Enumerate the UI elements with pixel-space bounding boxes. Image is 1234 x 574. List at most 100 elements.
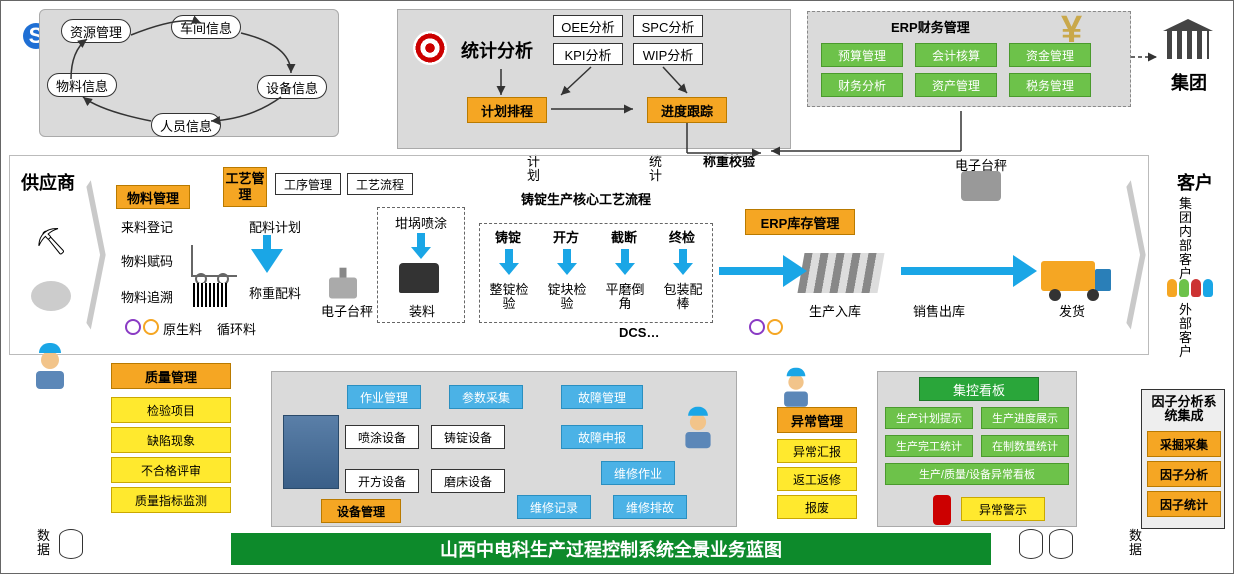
process-mgr: 工艺管理 [223,167,267,207]
factor-title: 因子分析系统集成 [1147,395,1221,423]
raw: 原生料 [163,319,202,338]
fa-0: 采掘采集 [1147,431,1221,457]
plan: 计划排程 [467,97,547,123]
fa-1: 因子分析 [1147,461,1221,487]
material-mgr: 物料管理 [116,185,190,209]
wip: WIP分析 [633,43,703,65]
truck-icon [1041,261,1095,291]
quality-items: 检验项目 缺陷现象 不合格评审 质量指标监测 [111,397,231,513]
customer-sub1: 集团内部客户 [1179,197,1193,281]
csr-3: 包装配棒 [663,283,703,311]
cart-icon [191,245,237,277]
db-4: 生产/质量/设备异常看板 [885,463,1069,485]
weigh-mix: 称重配料 [249,283,301,302]
dot-purple [125,319,141,335]
eq-repair: 维修作业 [601,461,675,485]
oee: OEE分析 [553,15,623,37]
eq-grind: 磨床设备 [431,469,505,493]
worker-icon [33,341,67,381]
cyl-l [59,529,83,559]
db-3: 在制数量统计 [981,435,1069,457]
eq-open: 开方设备 [345,469,419,493]
ba1 [499,249,519,275]
barcode-icon [193,283,227,307]
erp-inv: ERP库存管理 [745,209,855,235]
dot-orange [143,319,159,335]
group-label: 集团 [1171,69,1207,95]
fa-2: 因子统计 [1147,491,1221,517]
dcs: DCS… [619,325,659,340]
arrow-crucible [411,233,431,259]
ship: 发货 [1059,301,1085,320]
db-1: 生产进度展示 [981,407,1069,429]
fire-icon [933,495,951,525]
eq-spray: 喷涂设备 [345,425,419,449]
dot-orange2 [767,319,783,335]
node-equip-info: 设备信息 [257,75,327,99]
ab-1: 返工返修 [777,467,857,491]
recycle: 循环料 [217,319,256,338]
fin-1: 会计核算 [915,43,997,67]
dashboard-title: 集控看板 [919,377,1039,401]
mat-1: 物料赋码 [121,251,173,270]
mat-0: 来料登记 [121,217,173,236]
ba2 [557,249,577,275]
cs-1: 开方 [553,227,579,246]
eq-r1-0: 作业管理 [347,385,421,409]
cyl-r2 [1049,529,1073,559]
machine-icon [283,415,339,489]
pick-icon: ⛏ [31,231,71,251]
quality-mgr: 质量管理 [111,363,231,389]
fin-3: 财务分析 [821,73,903,97]
eq-r1-2: 故障管理 [561,385,643,409]
mat-2: 物料追溯 [121,287,173,306]
ore-icon [31,281,71,311]
stats-title: 统计分析 [461,37,533,63]
eq-trouble: 维修排故 [613,495,687,519]
people-icon [1167,279,1213,297]
bank-icon [1163,19,1213,59]
worker-icon-3 [782,366,811,400]
wheel1 [1049,289,1061,301]
db-2: 生产完工统计 [885,435,973,457]
kpi: KPI分析 [553,43,623,65]
sale-out: 销售出库 [913,301,965,320]
escale-icon1 [329,278,357,299]
escale1: 电子台秤 [321,301,373,320]
db-0: 生产计划提示 [885,407,973,429]
abnormal-mgr: 异常管理 [777,407,857,433]
spc: SPC分析 [633,15,703,37]
data-r: 数据 [1129,529,1143,557]
csr-1: 锭块检验 [547,283,587,311]
csr-0: 整锭检验 [489,283,529,311]
abnormal-items: 异常汇报 返工返修 报废 [777,439,857,519]
cyl-r1 [1019,529,1043,559]
fin-4: 资产管理 [915,73,997,97]
eq-ingot: 铸锭设备 [431,425,505,449]
footer-title: 山西中电科生产过程控制系统全景业务蓝图 [231,533,991,565]
crucible: 坩埚喷涂 [395,213,447,232]
customer-sub2: 外部客户 [1179,303,1193,359]
q-2: 不合格评审 [111,457,231,483]
fin-0: 预算管理 [821,43,903,67]
wheel2 [1087,289,1099,301]
eq-log: 维修记录 [517,495,591,519]
ab-0: 异常汇报 [777,439,857,463]
erp-fin-title: ERP财务管理 [891,17,970,36]
node-workshop: 车间信息 [171,15,241,39]
proc-0: 工序管理 [275,173,341,195]
eq-r1-1: 参数采集 [449,385,523,409]
ba4 [673,249,693,275]
data-l: 数据 [37,529,51,557]
track: 进度跟踪 [647,97,727,123]
cs-2: 截断 [611,227,637,246]
alarm: 异常警示 [961,497,1045,521]
equip-mgr: 设备管理 [321,499,401,523]
worker-icon-2 [683,405,714,441]
csr-2: 平磨倒角 [605,283,645,311]
eq-fault: 故障申报 [561,425,643,449]
q-0: 检验项目 [111,397,231,423]
fin-5: 税务管理 [1009,73,1091,97]
factor-items: 采掘采集 因子分析 因子统计 [1147,431,1221,517]
q-1: 缺陷现象 [111,427,231,453]
